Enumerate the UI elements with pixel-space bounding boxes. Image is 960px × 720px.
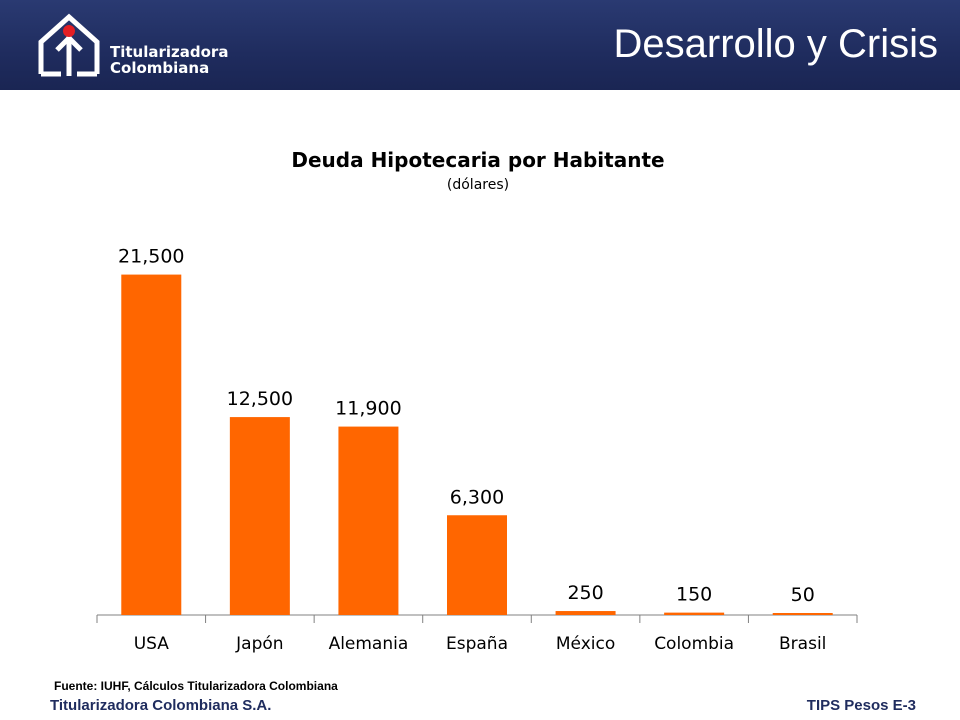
bar-2 (338, 426, 399, 615)
slide-title: Desarrollo y Crisis (613, 22, 939, 66)
data-label-0: 21,500 (118, 246, 184, 268)
x-tick-label-1: Japón (235, 634, 283, 654)
x-tick-label-0: USA (134, 634, 170, 654)
data-label-4: 250 (567, 582, 603, 604)
footer-company: Titularizadora Colombiana S.A. (50, 697, 272, 714)
house-logo-icon (38, 13, 100, 77)
logo-wordmark: Titularizadora Colombiana (110, 44, 228, 76)
bar-3 (447, 515, 507, 615)
x-tick-label-2: Alemania (329, 634, 409, 654)
data-label-6: 50 (791, 584, 815, 606)
data-label-1: 12,500 (227, 388, 293, 410)
chart-subtitle: (dólares) (446, 177, 510, 193)
logo-line1: Titularizadora (110, 43, 229, 61)
bar-0 (121, 274, 182, 615)
data-label-2: 11,900 (335, 398, 401, 420)
source-note: Fuente: IUHF, Cálculos Titularizadora Co… (54, 679, 338, 693)
data-label-3: 6,300 (450, 486, 504, 508)
header-bar: Titularizadora Colombiana Desarrollo y C… (0, 0, 960, 90)
bar-6 (772, 613, 833, 615)
bar-1 (229, 417, 290, 615)
data-label-5: 150 (676, 584, 712, 606)
x-tick-label-6: Brasil (779, 634, 826, 654)
bar-5 (664, 612, 725, 615)
footer-slide-code: TIPS Pesos E-3 (806, 697, 916, 714)
bar-4 (555, 611, 616, 615)
chart-title: Deuda Hipotecaria por Habitante (291, 148, 665, 172)
x-tick-label-5: Colombia (654, 634, 734, 654)
x-tick-label-3: España (446, 634, 508, 654)
logo-line2: Colombiana (110, 59, 210, 77)
x-tick-label-4: México (556, 634, 615, 654)
